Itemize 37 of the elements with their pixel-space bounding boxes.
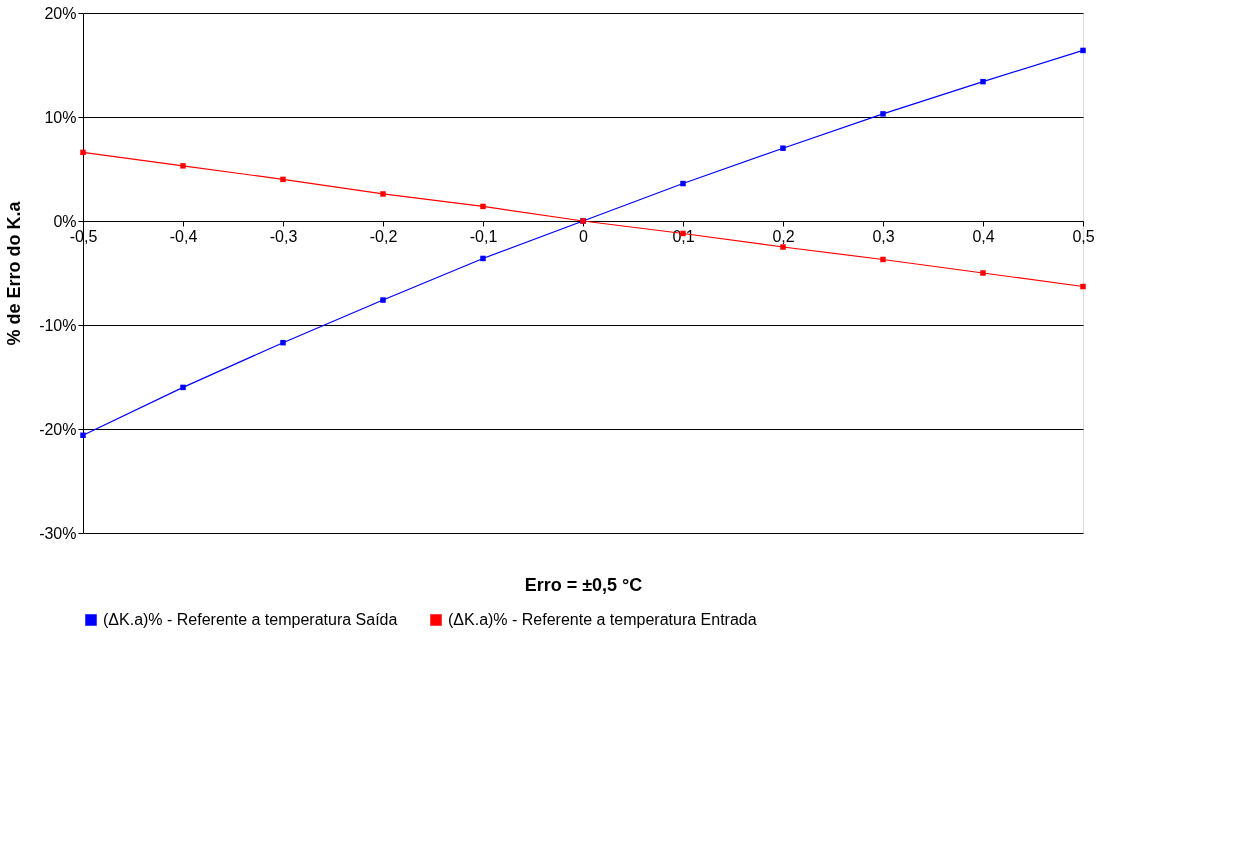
y-tick-label: 10% (44, 108, 77, 126)
point (880, 256, 886, 263)
y-axis-title: % de Erro do K.a (4, 200, 25, 346)
point (980, 78, 986, 85)
legend-label: (ΔK.a)% - Referente a temperatura Saída (103, 611, 398, 628)
y-tick-label: -20% (39, 420, 77, 438)
point (1080, 283, 1086, 290)
point (380, 297, 386, 303)
x-tick-label: 0,4 (972, 227, 995, 245)
x-tick-label: 0,2 (772, 227, 795, 245)
point (180, 384, 186, 391)
y-tick-label: 20% (44, 4, 77, 22)
point (180, 163, 186, 169)
point (280, 176, 286, 183)
x-tick-label: -0,2 (369, 227, 398, 245)
x-tick-label: -0,3 (269, 227, 298, 245)
point (780, 244, 786, 250)
point (480, 203, 486, 210)
y-tick-label: -30% (39, 524, 77, 542)
y-tick-label: -10% (39, 316, 77, 334)
x-tick-label: -0,4 (169, 227, 198, 245)
point (1080, 47, 1086, 54)
point (780, 145, 786, 151)
x-tick-label: 0,3 (872, 227, 895, 245)
point (280, 339, 286, 346)
point (480, 255, 486, 262)
point (980, 270, 986, 276)
x-tick-label: 0,5 (1072, 227, 1095, 245)
point (80, 149, 86, 156)
x-tick-label: 0 (579, 227, 589, 245)
point (380, 191, 386, 197)
x-axis-title: Erro = ±0,5 °C (524, 574, 643, 595)
point (680, 180, 686, 187)
point (880, 111, 886, 117)
legend-label: (ΔK.a)% - Referente a temperatura Entrada (448, 611, 757, 628)
y-tick-label: 0% (53, 212, 77, 230)
x-tick-label: -0,1 (469, 227, 498, 245)
